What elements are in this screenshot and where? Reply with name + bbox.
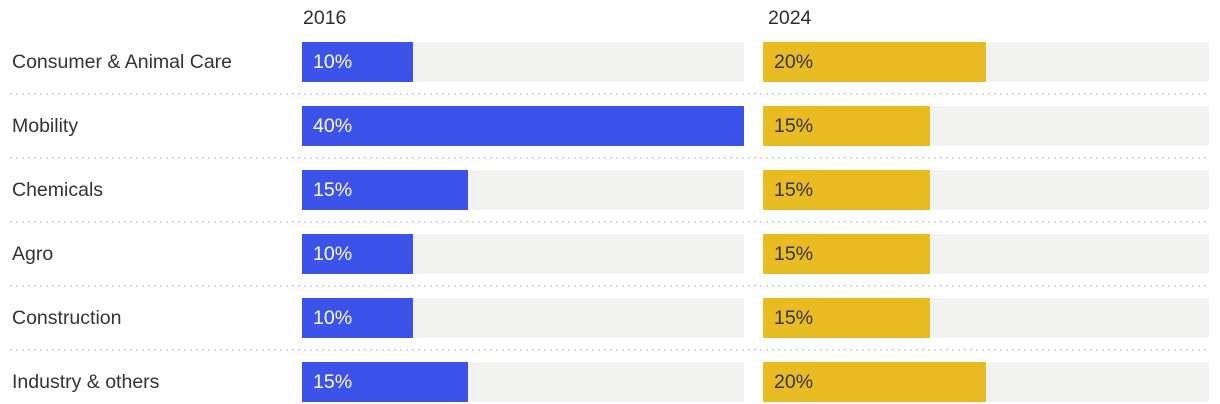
bar-track-2024: 20% [763,362,1209,402]
category-label: Mobility [12,114,79,137]
row-separator [10,349,1210,351]
bar-2024-fill: 15% [763,170,931,210]
row-separator [10,93,1210,95]
bar-track-2024: 15% [763,106,1209,146]
bar-2016-value-label: 40% [313,114,353,137]
category-label: Industry & others [12,370,160,393]
bar-2016-fill: 15% [302,362,468,402]
bar-track-2016: 10% [302,42,744,82]
row-separator [10,157,1210,159]
category-label: Agro [12,242,54,265]
bar-2024-fill: 20% [763,362,986,402]
column-header-2016: 2016 [303,7,347,29]
bar-2016-value-label: 15% [313,370,353,393]
bar-2024-fill: 20% [763,42,986,82]
bar-2024-value-label: 20% [774,50,814,73]
bar-track-2024: 15% [763,170,1209,210]
bar-track-2016: 15% [302,170,744,210]
row-separator [10,285,1210,287]
bar-2024-value-label: 15% [774,178,814,201]
table-row: Agro 10% 15% [0,234,1220,274]
bar-track-2024: 15% [763,234,1209,274]
bar-2016-value-label: 10% [313,242,353,265]
bar-2016-fill: 10% [302,298,413,338]
table-row: Mobility 40% 15% [0,106,1220,146]
table-row: Construction 10% 15% [0,298,1220,338]
bar-2016-value-label: 15% [313,178,353,201]
bar-2024-fill: 15% [763,298,931,338]
bar-2024-fill: 15% [763,234,931,274]
bar-track-2016: 15% [302,362,744,402]
bar-track-2016: 10% [302,298,744,338]
column-header-2024: 2024 [768,7,812,29]
category-label: Consumer & Animal Care [12,50,233,73]
bar-2016-value-label: 10% [313,50,353,73]
bar-track-2024: 20% [763,42,1209,82]
bar-2016-fill: 10% [302,234,413,274]
bar-track-2024: 15% [763,298,1209,338]
bar-2024-value-label: 15% [774,242,814,265]
category-label: Construction [12,306,122,329]
chart-rows: Consumer & Animal Care 10% 20% Mobility … [0,42,1220,402]
bar-2024-value-label: 15% [774,306,814,329]
bar-2016-fill: 40% [302,106,744,146]
bar-2016-value-label: 10% [313,306,353,329]
row-separator [10,221,1210,223]
bar-2024-value-label: 15% [774,114,814,137]
bar-2024-value-label: 20% [774,370,814,393]
table-row: Consumer & Animal Care 10% 20% [0,42,1220,82]
bar-2016-fill: 10% [302,42,413,82]
column-headers: 2016 2024 [0,0,1220,42]
bar-track-2016: 10% [302,234,744,274]
bar-2024-fill: 15% [763,106,931,146]
category-label: Chemicals [12,178,104,201]
table-row: Industry & others 15% 20% [0,362,1220,402]
bar-track-2016: 40% [302,106,744,146]
table-row: Chemicals 15% 15% [0,170,1220,210]
bar-2016-fill: 15% [302,170,468,210]
